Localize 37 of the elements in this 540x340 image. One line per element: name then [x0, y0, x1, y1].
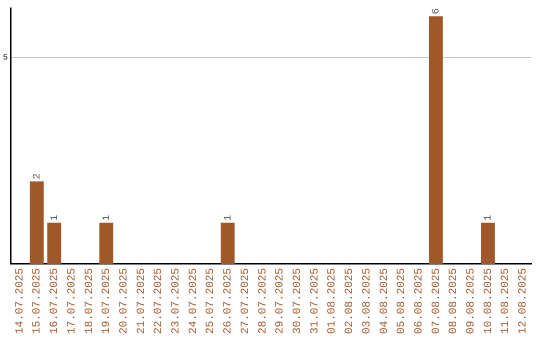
x-tick-label: 04.08.2025: [378, 268, 391, 334]
x-tick-label: 19.07.2025: [101, 268, 114, 334]
x-tick-label: 10.08.2025: [482, 268, 495, 334]
x-tick-label: 02.08.2025: [344, 268, 356, 334]
x-tick-label: 08.08.2025: [448, 268, 460, 334]
x-tick-label: 24.07.2025: [188, 268, 200, 334]
x-tick-label: 26.07.2025: [222, 268, 235, 334]
x-tick-label: 06.08.2025: [413, 268, 426, 334]
data-label: 1: [50, 214, 61, 221]
x-tick-label: 01.08.2025: [326, 268, 339, 334]
x-tick-label: 31.07.2025: [309, 268, 322, 334]
data-label: 6: [432, 8, 443, 14]
data-label: 1: [223, 214, 234, 221]
x-tick-label: 16.07.2025: [49, 268, 62, 334]
x-tick-label: 11.08.2025: [500, 268, 512, 334]
x-tick-label: 03.08.2025: [361, 268, 374, 334]
x-tick-label: 30.07.2025: [292, 268, 304, 334]
x-tick-label: 14.07.2025: [14, 268, 26, 334]
x-tick-label: 09.08.2025: [466, 268, 478, 334]
x-tick-label: 20.07.2025: [118, 268, 130, 334]
x-tick-label: 27.07.2025: [240, 268, 252, 334]
y-tick-label: 5: [2, 54, 8, 63]
x-tick-label: 29.07.2025: [274, 268, 287, 334]
x-tick-label: 18.07.2025: [84, 268, 96, 334]
data-label: 1: [102, 214, 113, 221]
x-tick-label: 23.07.2025: [170, 268, 183, 334]
x-tick-label: 28.07.2025: [257, 268, 270, 334]
data-label: 2: [32, 173, 44, 180]
x-tick-label: 12.08.2025: [518, 268, 530, 334]
x-tick-label: 22.07.2025: [153, 268, 166, 334]
x-tick-label: 07.08.2025: [430, 268, 443, 334]
x-tick-label: 17.07.2025: [66, 268, 78, 334]
x-tick-label: 25.07.2025: [205, 268, 218, 334]
x-tick-label: 05.08.2025: [396, 268, 408, 334]
data-label: 1: [484, 214, 495, 221]
x-tick-label: 15.07.2025: [32, 268, 44, 334]
x-tick-label: 21.07.2025: [136, 268, 148, 334]
